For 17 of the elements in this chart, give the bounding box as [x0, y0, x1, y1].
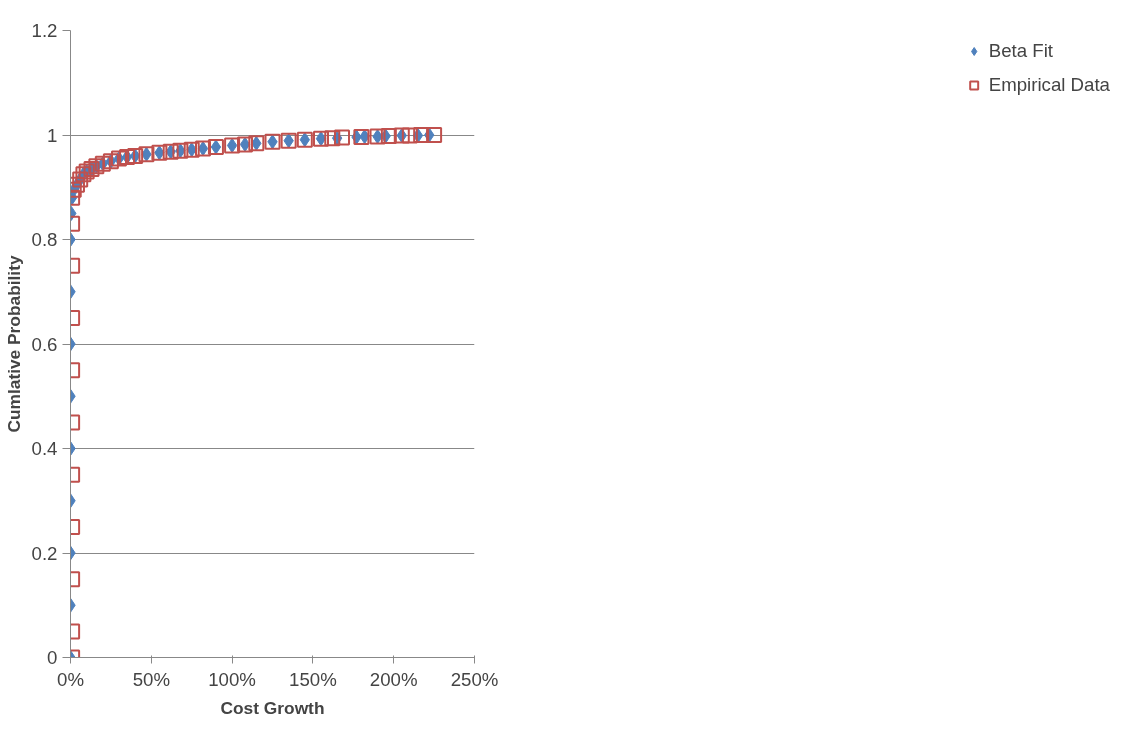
- x-axis-title: Cost Growth: [220, 697, 325, 718]
- y-tick-label: 1.2: [31, 20, 58, 41]
- y-axis-title: Cumlative Probability: [3, 255, 24, 433]
- x-tick-label: 150%: [289, 668, 337, 690]
- x-tick-label: 50%: [132, 668, 170, 690]
- y-tick-label: 0.4: [31, 438, 58, 459]
- x-tick-label: 0%: [57, 668, 84, 690]
- y-tick-label: 0.6: [31, 333, 58, 355]
- legend-label: Beta Fit: [988, 40, 1053, 62]
- y-tick-label: 0.2: [31, 542, 58, 564]
- y-tick-label: 0: [47, 647, 58, 668]
- legend-label: Empirical Data: [988, 74, 1110, 96]
- y-tick-label: 0.8: [31, 229, 58, 250]
- x-tick-label: 100%: [208, 668, 256, 690]
- x-tick-label: 200%: [369, 668, 418, 690]
- y-tick-label: 1: [47, 124, 58, 146]
- x-tick-label: 250%: [450, 668, 499, 690]
